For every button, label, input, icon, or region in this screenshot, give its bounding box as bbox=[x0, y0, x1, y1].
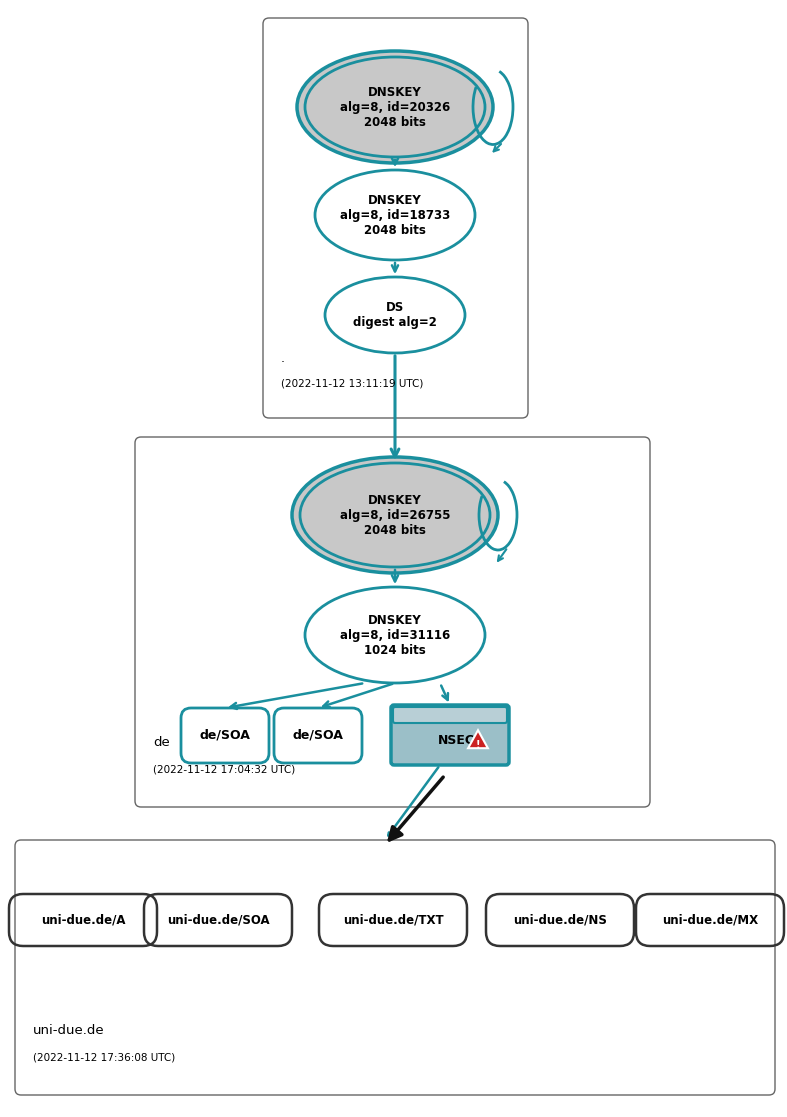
Ellipse shape bbox=[292, 457, 498, 573]
Text: DNSKEY
alg=8, id=31116
1024 bits: DNSKEY alg=8, id=31116 1024 bits bbox=[340, 613, 450, 657]
Ellipse shape bbox=[315, 170, 475, 260]
Text: !: ! bbox=[476, 739, 480, 750]
Ellipse shape bbox=[305, 57, 485, 157]
Text: uni-due.de/A: uni-due.de/A bbox=[41, 914, 125, 926]
FancyBboxPatch shape bbox=[393, 707, 507, 723]
Text: uni-due.de/TXT: uni-due.de/TXT bbox=[342, 914, 443, 926]
Text: (2022-11-12 17:36:08 UTC): (2022-11-12 17:36:08 UTC) bbox=[33, 1052, 176, 1062]
Ellipse shape bbox=[305, 588, 485, 682]
Text: uni-due.de/SOA: uni-due.de/SOA bbox=[167, 914, 269, 926]
Ellipse shape bbox=[300, 464, 490, 567]
Text: DS
digest alg=2: DS digest alg=2 bbox=[353, 300, 437, 330]
Text: .: . bbox=[281, 352, 285, 364]
Text: de/SOA: de/SOA bbox=[200, 728, 250, 742]
Text: DNSKEY
alg=8, id=18733
2048 bits: DNSKEY alg=8, id=18733 2048 bits bbox=[340, 193, 450, 237]
Text: uni-due.de/MX: uni-due.de/MX bbox=[662, 914, 758, 926]
Text: uni-due.de/NS: uni-due.de/NS bbox=[513, 914, 607, 926]
Text: de/SOA: de/SOA bbox=[293, 728, 343, 742]
Text: DNSKEY
alg=8, id=20326
2048 bits: DNSKEY alg=8, id=20326 2048 bits bbox=[340, 86, 450, 128]
Ellipse shape bbox=[325, 277, 465, 353]
Ellipse shape bbox=[297, 51, 493, 163]
Polygon shape bbox=[468, 731, 488, 748]
Text: NSEC3: NSEC3 bbox=[438, 735, 484, 747]
FancyBboxPatch shape bbox=[391, 705, 509, 765]
Text: uni-due.de: uni-due.de bbox=[33, 1023, 105, 1037]
Text: de: de bbox=[153, 735, 170, 748]
Text: (2022-11-12 17:04:32 UTC): (2022-11-12 17:04:32 UTC) bbox=[153, 764, 295, 774]
Text: (2022-11-12 13:11:19 UTC): (2022-11-12 13:11:19 UTC) bbox=[281, 378, 423, 388]
Text: DNSKEY
alg=8, id=26755
2048 bits: DNSKEY alg=8, id=26755 2048 bits bbox=[340, 494, 450, 536]
